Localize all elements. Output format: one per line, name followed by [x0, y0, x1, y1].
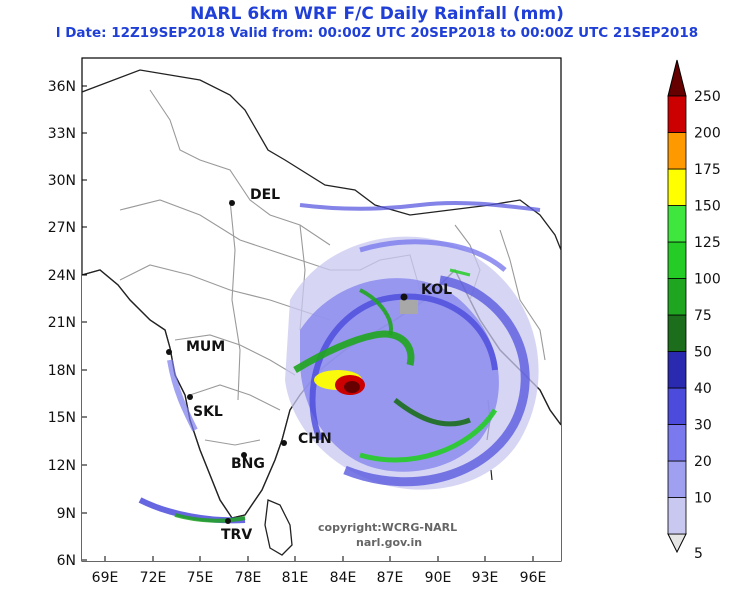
- city-label-trv: TRV: [221, 527, 252, 543]
- colorbar-legend: 5 10 20 30 40 50 75 100 125 150 175 200 250: [667, 59, 721, 562]
- lat-tick: 36N: [48, 79, 87, 95]
- lon-tick: 69E: [92, 556, 119, 586]
- map-title: NARL 6km WRF F/C Daily Rainfall (mm): [190, 4, 564, 24]
- lon-tick: 96E: [520, 556, 547, 586]
- lon-tick: 93E: [472, 556, 499, 586]
- city-label-chn: CHN: [298, 431, 332, 447]
- colorbar-level-label: 100: [694, 272, 721, 288]
- city-label-kol: KOL: [421, 282, 452, 298]
- colorbar-level-label: 75: [694, 308, 712, 324]
- colorbar-swatch: [667, 351, 687, 389]
- city-bng: BNG: [231, 452, 265, 472]
- city-label-skl: SKL: [193, 404, 223, 420]
- lat-tick: 33N: [48, 126, 87, 142]
- colorbar-level-label: 20: [694, 454, 712, 470]
- colorbar-swatch: [667, 241, 687, 279]
- colorbar-level-label: 5: [694, 546, 703, 562]
- credit-copyright: copyright:WCRG-NARL: [318, 521, 457, 534]
- colorbar-swatch: [667, 205, 687, 243]
- lat-tick-label: 24N: [48, 268, 76, 284]
- lon-tick-label: 69E: [92, 570, 119, 586]
- lat-tick-label: 27N: [48, 220, 76, 236]
- lon-tick-label: 72E: [140, 570, 167, 586]
- lat-tick: 18N: [48, 363, 87, 379]
- colorbar-swatch: [667, 95, 687, 133]
- lat-tick: 9N: [57, 506, 87, 522]
- colorbar-level-label: 175: [694, 162, 721, 178]
- lon-tick-label: 93E: [472, 570, 499, 586]
- lon-tick-label: 81E: [282, 570, 309, 586]
- colorbar-swatch: [667, 132, 687, 170]
- lon-tick: 84E: [330, 556, 357, 586]
- city-skl: SKL: [187, 394, 223, 420]
- city-trv: TRV: [221, 518, 252, 543]
- colorbar-swatch: [667, 278, 687, 316]
- city-label-bng: BNG: [231, 456, 265, 472]
- city-label-del: DEL: [250, 187, 280, 203]
- lat-tick: 24N: [48, 268, 87, 284]
- colorbar-swatch: [667, 314, 687, 352]
- lon-tick-label: 84E: [330, 570, 357, 586]
- rainfall-shading: [138, 200, 541, 524]
- lat-tick-label: 12N: [48, 458, 76, 474]
- colorbar-level-label: 250: [694, 89, 721, 105]
- city-kol: KOL: [400, 282, 452, 301]
- map-subtitle: l Date: 12Z19SEP2018 Valid from: 00:00Z …: [55, 25, 699, 41]
- city-label-mum: MUM: [186, 339, 225, 355]
- cities-layer: DEL KOL MUM SKL CHN BNG TRV: [166, 187, 452, 543]
- colorbar-swatch: [667, 460, 687, 498]
- colorbar-level-label: 150: [694, 199, 721, 215]
- lat-tick-label: 6N: [57, 553, 76, 569]
- lat-tick-label: 18N: [48, 363, 76, 379]
- lat-tick-label: 36N: [48, 79, 76, 95]
- colorbar-swatch: [667, 424, 687, 462]
- lon-tick-label: 96E: [520, 570, 547, 586]
- lon-tick: 75E: [187, 556, 214, 586]
- lon-tick-label: 78E: [235, 570, 262, 586]
- colorbar-level-label: 200: [694, 126, 721, 142]
- colorbar-level-label: 10: [694, 491, 712, 507]
- lon-tick: 90E: [425, 556, 452, 586]
- lat-axis: 36N 33N 30N 27N 24N 21N 18N 15N 12N 9N 6…: [48, 79, 87, 569]
- lon-tick: 72E: [140, 556, 167, 586]
- lat-tick: 15N: [48, 410, 87, 426]
- lat-tick: 6N: [57, 553, 87, 569]
- colorbar-swatch: [667, 497, 687, 535]
- map-content: [82, 69, 561, 561]
- city-del: DEL: [229, 187, 280, 206]
- lon-tick-label: 87E: [377, 570, 404, 586]
- colorbar-swatch: [667, 168, 687, 206]
- colorbar-level-label: 50: [694, 345, 712, 361]
- credit-website: narl.gov.in: [356, 536, 422, 549]
- lon-tick-label: 90E: [425, 570, 452, 586]
- lat-tick: 12N: [48, 458, 87, 474]
- lon-tick: 78E: [235, 556, 262, 586]
- lat-tick-label: 15N: [48, 410, 76, 426]
- lat-tick-label: 30N: [48, 173, 76, 189]
- kolkata-urban-area: [400, 300, 418, 314]
- colorbar-low-triangle: [667, 533, 687, 554]
- colorbar-high-triangle: [667, 59, 687, 97]
- lat-tick: 27N: [48, 220, 87, 236]
- city-chn: CHN: [281, 431, 332, 447]
- lon-axis: 69E 72E 75E 78E 81E 84E 87E 90E 93E 96E: [92, 556, 547, 586]
- sri-lanka: [264, 499, 293, 556]
- colorbar-level-label: 40: [694, 381, 712, 397]
- colorbar-swatch: [667, 387, 687, 425]
- city-mum: MUM: [166, 339, 225, 355]
- colorbar-level-label: 30: [694, 418, 712, 434]
- lat-tick-label: 21N: [48, 315, 76, 331]
- lat-tick-label: 33N: [48, 126, 76, 142]
- lon-tick: 87E: [377, 556, 404, 586]
- lat-tick-label: 9N: [57, 506, 76, 522]
- lat-tick: 30N: [48, 173, 87, 189]
- lon-tick: 81E: [282, 556, 309, 586]
- lon-tick-label: 75E: [187, 570, 214, 586]
- lat-tick: 21N: [48, 315, 87, 331]
- colorbar-level-label: 125: [694, 235, 721, 251]
